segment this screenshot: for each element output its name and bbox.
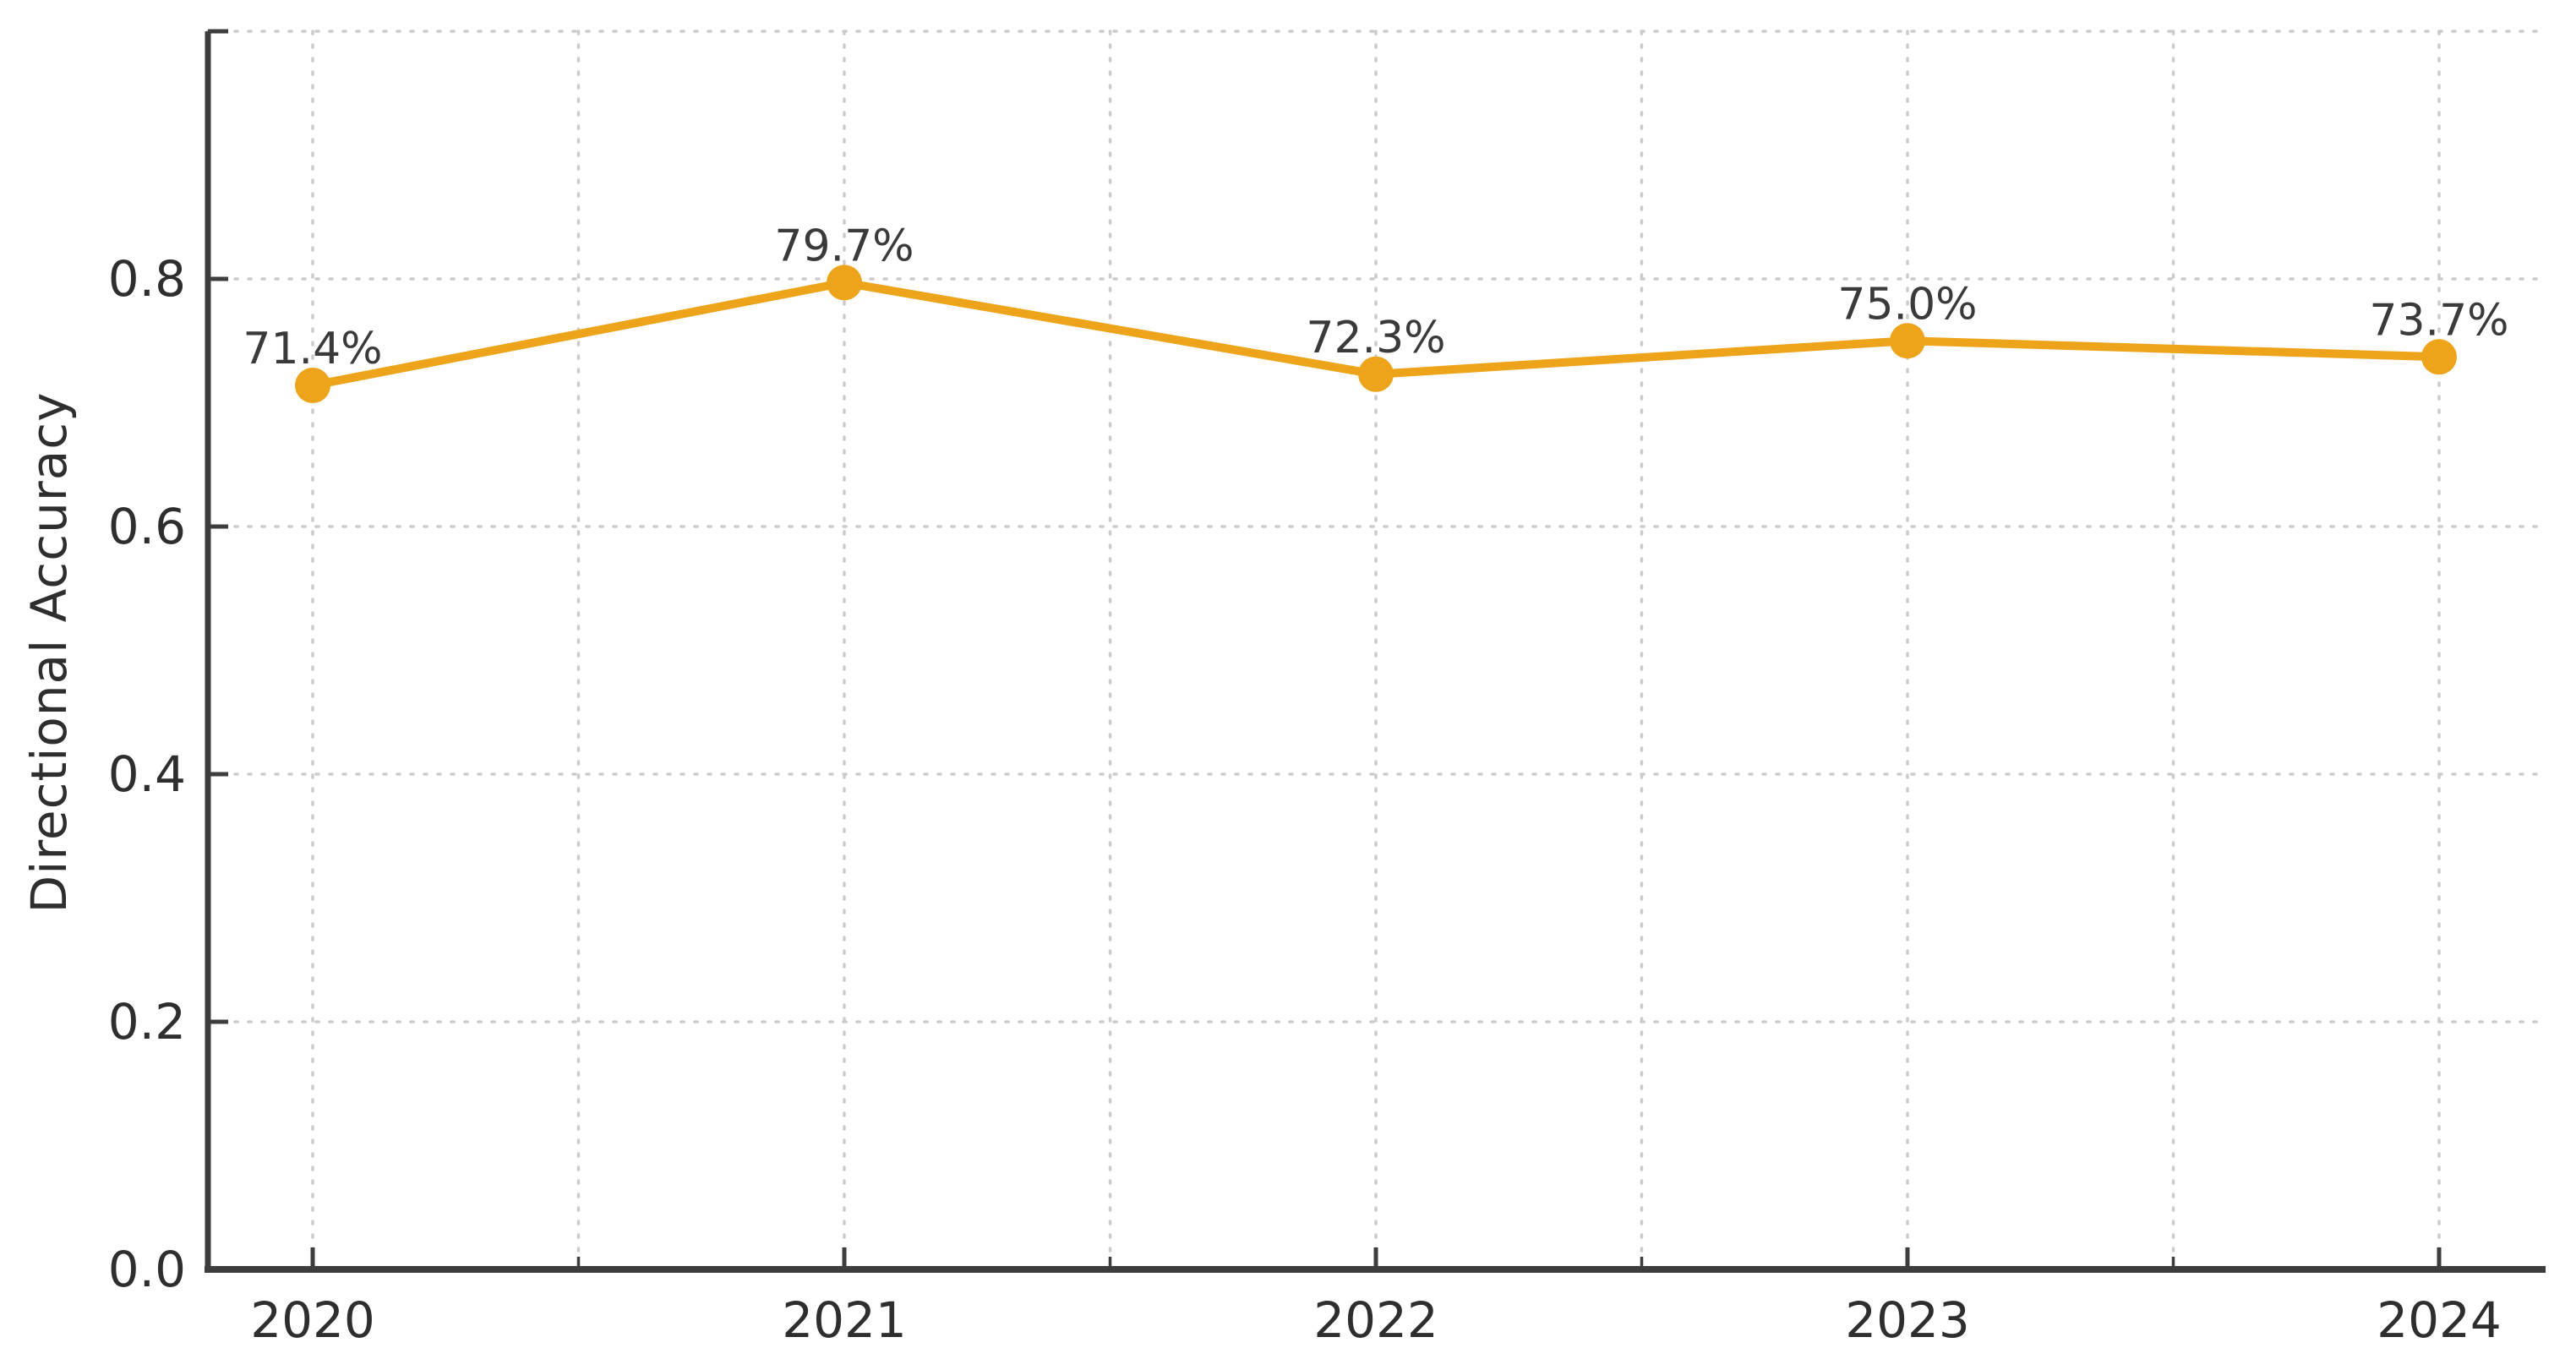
y-tick-label: 0.4	[108, 745, 186, 803]
y-tick-label: 0.8	[108, 250, 186, 308]
y-tick-label: 0.2	[108, 993, 186, 1051]
x-tick-label: 2020	[250, 1291, 375, 1349]
y-tick-label: 0.0	[108, 1241, 186, 1298]
x-tick-label: 2021	[782, 1291, 907, 1349]
y-axis-label: Directional Accuracy	[20, 391, 78, 914]
x-tick-label: 2022	[1313, 1291, 1438, 1349]
x-tick-label: 2024	[2377, 1291, 2502, 1349]
y-tick-label: 0.6	[108, 498, 186, 555]
data-point-marker	[1890, 323, 1925, 359]
data-point-label: 72.3%	[1306, 313, 1445, 363]
x-tick-label: 2023	[1845, 1291, 1970, 1349]
data-point-label: 79.7%	[774, 221, 914, 271]
data-point-marker	[827, 265, 862, 301]
data-point-marker	[2421, 339, 2457, 375]
data-point-label: 75.0%	[1837, 279, 1977, 330]
data-point-label: 73.7%	[2369, 295, 2508, 346]
data-point-marker	[295, 367, 330, 403]
data-point-label: 71.4%	[243, 324, 382, 374]
data-point-marker	[1358, 356, 1394, 392]
